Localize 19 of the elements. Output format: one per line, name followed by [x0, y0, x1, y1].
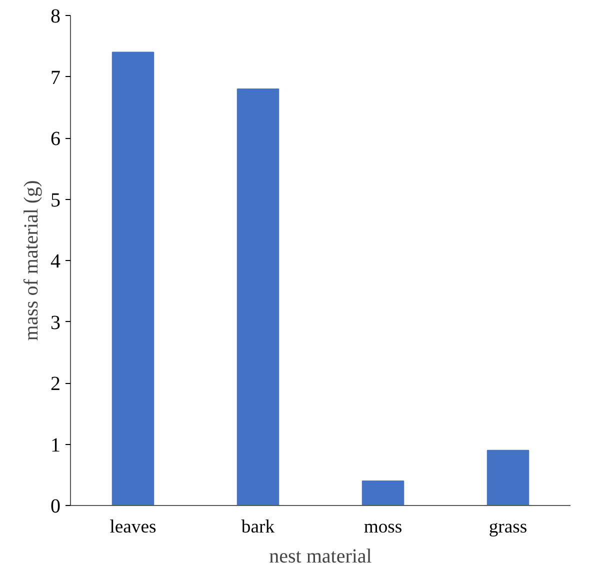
x-tick-label: moss [364, 516, 402, 538]
y-tick-label: 4 [50, 250, 60, 272]
y-tick-label: 3 [50, 312, 60, 334]
bar [362, 480, 404, 506]
y-axis-title: mass of material (g) [20, 180, 42, 341]
y-tick-label: 7 [50, 66, 60, 89]
y-tick-label: 2 [50, 373, 60, 395]
y-tick-label: 5 [50, 189, 60, 212]
x-tick-label: grass [488, 516, 528, 538]
y-tick-label: 6 [50, 128, 60, 150]
x-tick-label: leaves [110, 516, 156, 538]
y-tick-label: 8 [50, 6, 60, 28]
bar [112, 52, 154, 506]
y-tick-label: 1 [50, 434, 60, 456]
bar [486, 450, 530, 506]
x-axis-title: nest material [269, 546, 372, 568]
bar [236, 88, 280, 506]
x-tick-label: bark [241, 516, 276, 538]
y-tick-label: 0 [50, 496, 60, 518]
